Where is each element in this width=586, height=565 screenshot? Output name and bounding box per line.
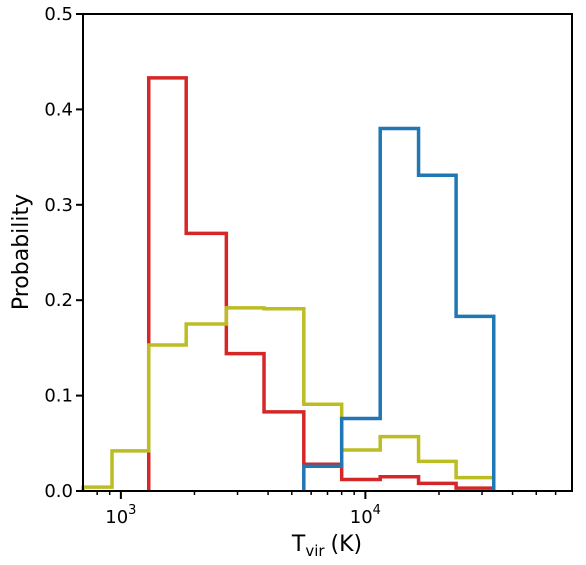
series-1-step-line [81,306,496,491]
y-tick-label: 0.3 [44,195,73,216]
plot-frame [82,13,573,492]
x-axis-label-unit: (K) [331,532,363,557]
ticks-layer: 0.0 0.1 0.2 0.3 0.4 0.5 103 104 [44,4,557,528]
x-tick-label: 103 [105,503,136,528]
y-tick-label: 0.1 [44,386,73,407]
y-tick-label: 0.5 [44,4,73,25]
x-axis-label-sub: vir [305,542,325,560]
x-axis-label-main: T [291,532,306,557]
series-0-step-line [146,76,496,491]
y-axis-label: Probability [9,194,34,310]
x-axis-label: Tvir (K) [291,532,362,560]
y-tick-label: 0.2 [44,290,73,311]
x-tick-label: 104 [350,503,381,528]
y-tick-label: 0.0 [44,481,73,502]
series-layer [81,76,496,491]
series-2-step-line [302,126,496,491]
y-tick-label: 0.4 [44,99,73,120]
